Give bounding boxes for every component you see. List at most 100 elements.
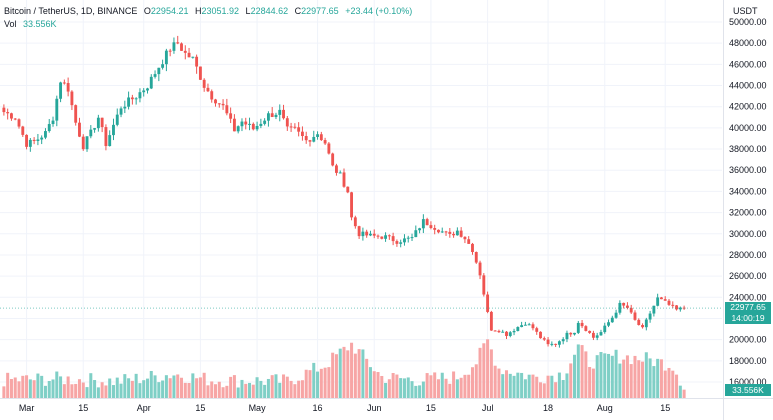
y-tick-label: 16000.00 [729, 377, 767, 387]
volume-bar [508, 373, 512, 398]
volume-bar [172, 375, 176, 398]
volume-bar [323, 367, 327, 398]
candle-body [350, 192, 353, 218]
candle-body [240, 121, 244, 127]
high-value: 23051.92 [201, 6, 240, 16]
open-label: O [143, 6, 151, 16]
volume-bar [599, 352, 603, 398]
volume-bar [338, 348, 342, 398]
candle-body [546, 339, 550, 345]
change-value: +23.44 (+0.10%) [345, 6, 413, 16]
volume-bar [659, 359, 663, 398]
candle-body [346, 186, 350, 193]
high-label: H [194, 6, 202, 16]
volume-bar [210, 381, 214, 398]
volume-bar [6, 372, 10, 398]
candle-body [316, 134, 319, 137]
open-value: 22954.21 [150, 6, 189, 16]
candle-body [357, 226, 361, 237]
x-tick-label: 15 [426, 403, 436, 413]
x-tick-label: 15 [78, 403, 88, 413]
symbol-title[interactable]: Bitcoin / TetherUS, 1D, BINANCE [4, 6, 138, 16]
volume-bar [644, 352, 648, 398]
volume-bar [569, 363, 573, 398]
candle-body [202, 79, 206, 88]
volume-bar [70, 384, 74, 398]
volume-label[interactable]: Vol [4, 19, 17, 29]
candle-body [93, 128, 97, 130]
candle-body [62, 82, 66, 84]
volume-bar [384, 382, 388, 398]
volume-bar [334, 354, 338, 398]
volume-bar [448, 383, 452, 398]
candle-body [289, 126, 293, 128]
volume-bar [47, 381, 51, 398]
volume-bar [259, 380, 263, 398]
y-tick-label: 42000.00 [729, 102, 767, 112]
volume-bar [584, 351, 588, 398]
volume-bar [51, 379, 55, 398]
volume-bar [376, 372, 380, 398]
y-tick-label: 30000.00 [729, 229, 767, 239]
candle-body [493, 330, 497, 332]
candle-body [206, 87, 210, 92]
volume-bar [206, 385, 210, 398]
candle-body [656, 297, 660, 306]
candle-body [108, 135, 112, 147]
candle-body [641, 324, 644, 328]
candle-body [36, 139, 40, 141]
x-tick-label: May [249, 403, 267, 413]
volume-bar [176, 374, 180, 398]
volume-bar [641, 361, 645, 398]
y-tick-label: 46000.00 [729, 59, 767, 69]
volume-bar [123, 374, 127, 398]
candle-body [278, 109, 282, 115]
volume-bar [202, 372, 206, 398]
volume-bar [66, 376, 70, 398]
candle-body [565, 332, 569, 340]
volume-bar [13, 377, 17, 398]
volume-bar [682, 389, 686, 398]
candle-body [486, 294, 490, 312]
volume-bar [399, 378, 403, 398]
volume-bar [486, 339, 490, 398]
volume-bar [149, 370, 153, 398]
volume-bar [576, 344, 580, 398]
volume-bar [77, 379, 81, 398]
y-tick-label: 32000.00 [729, 208, 767, 218]
volume-bar [316, 371, 320, 398]
candle-body [47, 124, 51, 132]
volume-bar [410, 381, 414, 398]
candle-body [637, 319, 641, 325]
y-tick-label: 28000.00 [729, 250, 767, 260]
candle-body [81, 136, 85, 150]
candle-body [463, 236, 467, 240]
candle-body [471, 243, 474, 253]
volume-bar [304, 369, 308, 398]
candle-body [365, 231, 369, 236]
volume-bar [489, 349, 493, 398]
volume-bar [504, 370, 509, 398]
volume-bar [28, 379, 32, 398]
candle-body [576, 322, 580, 333]
volume-bar [285, 376, 289, 398]
y-tick-label: 20000.00 [729, 335, 767, 345]
volume-bar [607, 353, 611, 398]
candle-body [660, 297, 663, 300]
currency-label[interactable]: USDT [733, 6, 758, 16]
candle-body [452, 233, 456, 236]
volume-bar [96, 387, 100, 398]
volume-value: 33.556K [23, 19, 57, 29]
candle-body [119, 108, 123, 115]
volume-bar [331, 352, 335, 398]
volume-bar [667, 367, 671, 398]
volume-bar [402, 378, 406, 398]
candle-body [312, 136, 316, 142]
volume-bar [36, 373, 40, 398]
volume-bar [142, 380, 146, 398]
volume-bar [266, 378, 270, 398]
volume-bar [588, 366, 592, 398]
y-tick-label: 26000.00 [729, 271, 767, 281]
